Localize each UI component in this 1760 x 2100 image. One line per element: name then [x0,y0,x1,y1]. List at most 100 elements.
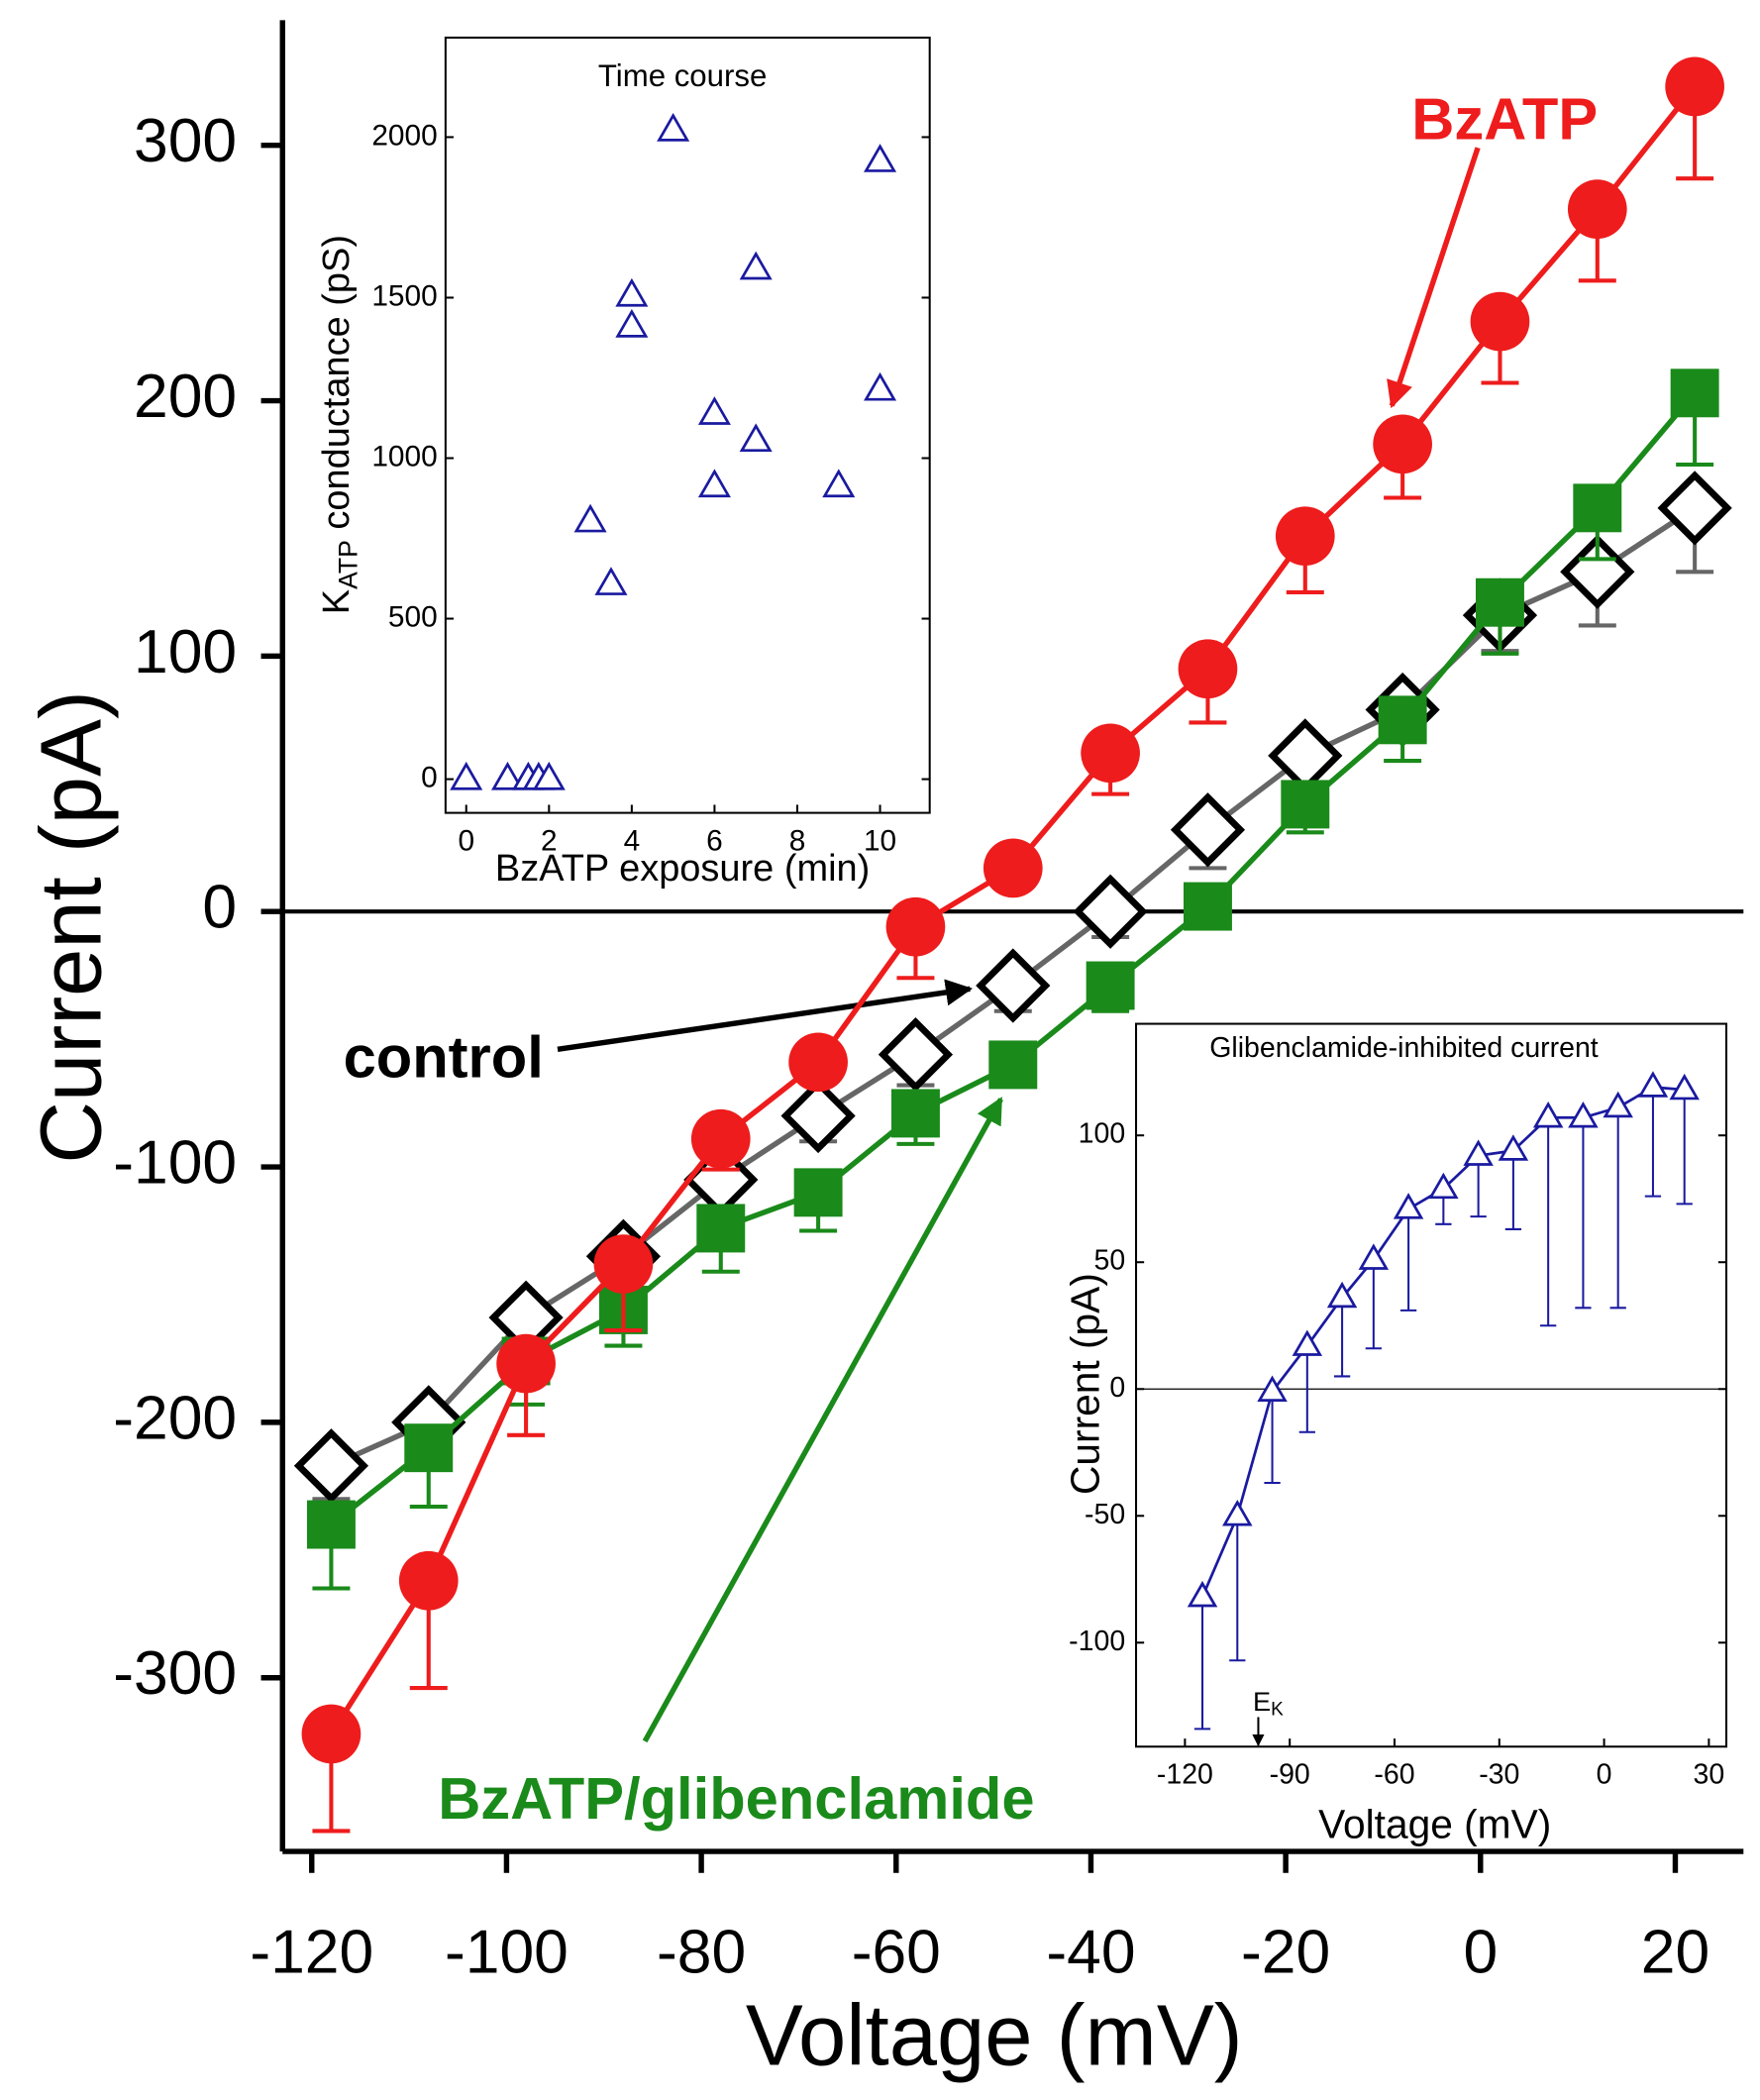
marker [398,1550,459,1611]
inset-title: Time course [598,58,767,93]
marker [1475,578,1524,627]
y-tick-label: 100 [134,618,237,686]
marker [739,251,773,280]
marker [1081,723,1140,784]
error-bar [1644,1087,1662,1198]
annotation: EK [1253,1686,1284,1721]
marker [1268,718,1343,793]
marker [1275,506,1335,567]
annotation-arrow [557,979,974,1053]
marker [615,309,649,338]
marker [890,1089,940,1138]
marker [532,761,566,790]
marker [1637,1071,1669,1098]
x-tick-label: 8 [789,824,806,857]
annotation-arrow [642,1097,1003,1743]
y-axis-label-sub: ATP [333,540,362,589]
y-tick-label: -100 [1069,1626,1125,1657]
marker [1532,1102,1564,1128]
x-tick-label: 0 [1597,1759,1612,1791]
x-tick-label: 20 [1641,1918,1709,1986]
x-tick-label: 10 [864,824,896,857]
marker [491,761,525,790]
marker [1393,1193,1424,1219]
y-tick-label: -200 [113,1384,237,1452]
annotation-main: E [1253,1686,1271,1717]
y-tick-label: 100 [1079,1118,1126,1150]
y-tick-label: -50 [1085,1499,1125,1530]
marker [1498,1134,1529,1161]
x-tick-label: -30 [1479,1759,1519,1791]
marker [788,1032,848,1093]
x-tick-label: -80 [657,1918,746,1986]
y-axis-label: Current (pA) [1062,1273,1107,1495]
marker [1086,961,1135,1010]
marker [1257,1375,1288,1402]
series-label: control [344,1023,544,1090]
y-axis-label-main: K [316,589,358,614]
marker [739,423,773,453]
marker [1567,179,1627,239]
marker [1470,291,1530,352]
marker [983,838,1043,898]
marker [1568,1102,1599,1128]
marker [594,567,628,595]
marker [496,1333,556,1394]
series-label: BzATP [1411,86,1598,153]
error-bar [1540,1117,1557,1327]
marker [657,112,690,142]
y-tick-label: 200 [134,363,237,431]
marker [885,896,946,957]
x-tick-label: 2 [541,824,558,857]
series-label: BzATP/glibenclamide [438,1765,1034,1832]
marker [1573,483,1622,533]
x-tick-label: -100 [445,1918,569,1986]
y-tick-label: 1000 [371,440,437,472]
marker [1378,695,1427,745]
marker [988,1040,1038,1090]
marker [573,503,607,533]
y-tick-label: -100 [113,1129,237,1198]
x-tick-label: -60 [1374,1759,1414,1791]
y-tick-label: 0 [202,874,237,942]
marker [822,469,856,498]
marker [1373,414,1432,474]
x-tick-label: -60 [852,1918,941,1986]
inset-frame [444,36,931,814]
marker [1463,1139,1494,1166]
marker [306,1500,356,1549]
marker [1183,882,1232,931]
marker [1665,56,1724,117]
y-axis-label: Current (pA) [24,690,120,1164]
marker [793,1168,843,1217]
inset-title: Glibenclamide-inhibited current [1209,1032,1599,1064]
marker [1358,1243,1390,1270]
marker [690,1108,751,1169]
x-tick-label: 6 [706,824,723,857]
marker [878,1016,954,1093]
error-bar [1193,1597,1211,1731]
marker [1073,874,1148,949]
x-tick-label: 30 [1694,1759,1725,1791]
x-tick-label: -90 [1270,1759,1310,1791]
marker [1670,368,1719,418]
error-bar [1298,1345,1315,1433]
error-bar [1676,1090,1693,1206]
y-tick-label: -300 [113,1639,237,1708]
x-tick-label: 0 [1463,1918,1498,1986]
error-bar [1470,1155,1487,1218]
marker [1178,639,1238,699]
error-bar [1399,1208,1417,1312]
annotation-arrow [1387,147,1481,409]
marker [593,1234,654,1294]
marker [864,144,897,172]
error-bar [1575,1117,1592,1310]
x-tick-label: 4 [624,824,641,857]
x-axis-label: Voltage (mV) [1318,1801,1551,1846]
x-tick-label: -20 [1241,1918,1330,1986]
marker [1170,792,1246,868]
marker [1326,1281,1358,1309]
marker [864,371,897,401]
